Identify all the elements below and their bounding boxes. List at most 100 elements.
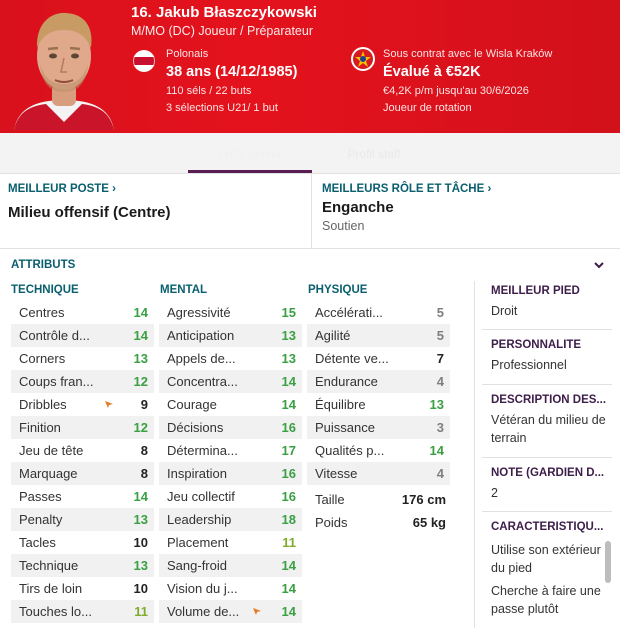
- attribute-name: Tirs de loin: [19, 581, 83, 596]
- attribute-value: 14: [429, 443, 444, 458]
- attribute-row[interactable]: Touches lo... 11: [11, 600, 154, 623]
- attribute-name: Tacles: [19, 535, 56, 550]
- attribute-value: 5: [436, 305, 444, 320]
- best-role-title[interactable]: MEILLEURS RÔLE ET TÂCHE ›: [322, 183, 491, 195]
- club-badge-icon[interactable]: [350, 46, 376, 72]
- best-role-duty: Soutien: [322, 219, 365, 233]
- attribute-row[interactable]: Accélérati... 5: [307, 301, 450, 324]
- attribute-name: Technique: [19, 558, 79, 573]
- attribute-name: Jeu collectif: [167, 489, 235, 504]
- attribute-row[interactable]: Dribbles 9: [11, 393, 154, 416]
- attribute-row[interactable]: Inspiration 16: [159, 462, 302, 485]
- attribute-row[interactable]: Détente ve... 7: [307, 347, 450, 370]
- u21-caps: 3 sélections U21/ 1 but: [166, 102, 278, 114]
- traits-title: CARACTÉRISTIQU...: [491, 521, 604, 533]
- player-value: Évalué à €52K: [383, 64, 481, 80]
- attribute-row[interactable]: Vision du j... 14: [159, 577, 302, 600]
- attribute-row[interactable]: Concentra... 14: [159, 370, 302, 393]
- attribute-name: Finition: [19, 420, 61, 435]
- attribute-row[interactable]: Agilité 5: [307, 324, 450, 347]
- info-separator: [482, 457, 612, 458]
- height-value: 176 cm: [401, 492, 446, 507]
- attribute-value: 11: [282, 535, 296, 550]
- nationality: Polonais: [166, 48, 209, 60]
- attribute-row[interactable]: Équilibre 13: [307, 393, 450, 416]
- attribute-value: 14: [281, 374, 296, 389]
- attribute-row[interactable]: Marquage 8: [11, 462, 154, 485]
- trend-arrow-icon: [105, 401, 113, 408]
- side-scrollbar[interactable]: [605, 541, 611, 583]
- attribute-row[interactable]: Courage 14: [159, 393, 302, 416]
- attribute-row[interactable]: Anticipation 13: [159, 324, 302, 347]
- best-position-role-row: MEILLEUR POSTE › Milieu offensif (Centre…: [0, 173, 620, 249]
- attribute-row[interactable]: Centres 14: [11, 301, 154, 324]
- attribute-row[interactable]: Sang-froid 14: [159, 554, 302, 577]
- attribute-row[interactable]: Penalty 13: [11, 508, 154, 531]
- attribute-name: Volume de...: [167, 604, 240, 619]
- best-position-title-text: MEILLEUR POSTE: [8, 183, 109, 195]
- attribute-row[interactable]: Tirs de loin 10: [11, 577, 154, 600]
- attribute-value: 16: [281, 420, 296, 435]
- attribute-row[interactable]: Leadership 18: [159, 508, 302, 531]
- attribute-row[interactable]: Agressivité 15: [159, 301, 302, 324]
- attribute-value: 4: [436, 374, 444, 389]
- attribute-value: 13: [133, 558, 148, 573]
- tab-player-profile[interactable]: Profil joueur: [188, 133, 312, 173]
- attribute-value: 14: [133, 489, 148, 504]
- attribute-name: Coups fran...: [19, 374, 94, 389]
- mental-title: MENTAL: [160, 284, 208, 296]
- attribute-row[interactable]: Coups fran... 12: [11, 370, 154, 393]
- attribute-row[interactable]: Passes 14: [11, 485, 154, 508]
- best-role-value: Enganche: [322, 199, 394, 216]
- attribute-row[interactable]: Vitesse 4: [307, 462, 450, 485]
- weight-value: 65 kg: [412, 515, 446, 530]
- attribute-name: Corners: [19, 351, 66, 366]
- attribute-name: Anticipation: [167, 328, 235, 343]
- attribute-row[interactable]: Volume de... 14: [159, 600, 302, 623]
- attribute-name: Dribbles: [19, 397, 67, 412]
- attribute-value: 13: [281, 328, 296, 343]
- attribute-row[interactable]: Jeu collectif 16: [159, 485, 302, 508]
- attribute-name: Touches lo...: [19, 604, 92, 619]
- gk-rating-value: 2: [491, 486, 498, 500]
- weight-label: Poids: [315, 515, 348, 530]
- attribute-row[interactable]: Jeu de tête 8: [11, 439, 154, 462]
- attribute-value: 8: [140, 466, 148, 481]
- attribute-row[interactable]: Appels de... 13: [159, 347, 302, 370]
- attribute-value: 9: [140, 397, 148, 412]
- attribute-row[interactable]: Détermina... 17: [159, 439, 302, 462]
- attribute-row[interactable]: Finition 12: [11, 416, 154, 439]
- attribute-row[interactable]: Technique 13: [11, 554, 154, 577]
- best-position-value: Milieu offensif (Centre): [8, 204, 171, 221]
- squad-status: Joueur de rotation: [383, 102, 472, 114]
- best-foot-title: MEILLEUR PIED: [491, 285, 580, 297]
- tab-staff-profile[interactable]: Profil staff: [347, 147, 401, 161]
- attributes-heading: ATTRIBUTS: [11, 259, 76, 271]
- attribute-row[interactable]: Qualités p... 14: [307, 439, 450, 462]
- chevron-down-icon[interactable]: [592, 259, 606, 271]
- attribute-row[interactable]: Endurance 4: [307, 370, 450, 393]
- attribute-row[interactable]: Tacles 10: [11, 531, 154, 554]
- player-age: 38 ans (14/12/1985): [166, 64, 298, 80]
- attribute-value: 13: [281, 351, 296, 366]
- attribute-name: Jeu de tête: [19, 443, 84, 458]
- best-role-title-text: MEILLEURS RÔLE ET TÂCHE: [322, 183, 485, 195]
- description-value: Vétéran du milieu de terrain: [491, 413, 606, 445]
- attribute-row[interactable]: Contrôle d... 14: [11, 324, 154, 347]
- attribute-name: Vision du j...: [167, 581, 238, 596]
- attribute-value: 14: [133, 305, 148, 320]
- attribute-value: 13: [133, 512, 148, 527]
- attribute-name: Agressivité: [167, 305, 231, 320]
- best-position-title[interactable]: MEILLEUR POSTE ›: [8, 183, 116, 195]
- attribute-name: Détermina...: [167, 443, 238, 458]
- attribute-value: 14: [281, 397, 296, 412]
- attribute-name: Concentra...: [167, 374, 238, 389]
- attribute-row[interactable]: Décisions 16: [159, 416, 302, 439]
- card-divider: [311, 174, 312, 248]
- attribute-name: Détente ve...: [315, 351, 389, 366]
- attribute-name: Leadership: [167, 512, 232, 527]
- attribute-row[interactable]: Placement 11: [159, 531, 302, 554]
- attribute-row[interactable]: Puissance 3: [307, 416, 450, 439]
- attribute-row[interactable]: Corners 13: [11, 347, 154, 370]
- player-role-line: M/MO (DC) Joueur / Préparateur: [131, 24, 313, 38]
